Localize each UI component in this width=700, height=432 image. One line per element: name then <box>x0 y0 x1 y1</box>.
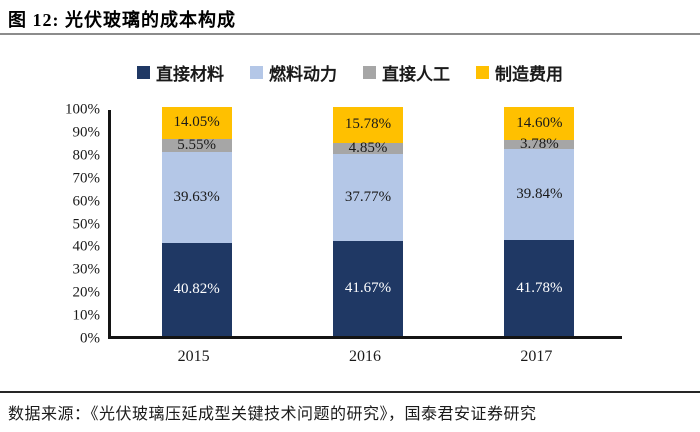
y-axis-tick: 60% <box>72 193 101 210</box>
bar-segment: 14.05% <box>161 106 232 140</box>
y-axis-tick: 70% <box>72 170 101 187</box>
y-axis-tick: 30% <box>72 261 101 278</box>
legend-item-1: 燃料动力 <box>250 60 337 85</box>
legend-swatch-icon <box>476 66 489 79</box>
y-axis-tick: 80% <box>72 147 101 164</box>
data-source-note: 数据来源：《光伏玻璃压延成型关键技术问题的研究》，国泰君安证券研究 <box>8 406 537 423</box>
bar-segment: 40.82% <box>161 242 232 336</box>
bar-segment: 14.60% <box>504 107 575 141</box>
legend-item-0: 直接材料 <box>137 60 224 85</box>
x-axis-tick: 2017 <box>520 348 553 365</box>
legend-label: 直接人工 <box>382 65 450 84</box>
stacked-bar-2017: 41.78% 39.84% 3.78% 14.60% <box>504 107 575 336</box>
y-axis: 100% 90% 80% 70% 60% 50% 40% 30% 20% 10% 0% <box>0 102 101 347</box>
y-axis-tick: 10% <box>72 307 101 324</box>
legend-label: 制造费用 <box>495 65 563 84</box>
bar-segment: 4.85% <box>333 140 403 156</box>
stacked-bar-2016: 41.67% 37.77% 4.85% 15.78% <box>333 106 403 336</box>
y-axis-tick: 0% <box>80 330 100 347</box>
y-axis-tick: 20% <box>72 284 101 301</box>
legend-item-3: 制造费用 <box>476 60 563 85</box>
footer-divider <box>0 391 700 393</box>
legend-item-2: 直接人工 <box>363 60 450 85</box>
figure-title: 图 12: 光伏玻璃的成本构成 <box>8 10 236 30</box>
legend-swatch-icon <box>363 66 376 79</box>
x-axis-tick: 2015 <box>177 348 210 365</box>
legend-label: 直接材料 <box>156 65 224 84</box>
bar-segment: 5.55% <box>161 137 232 153</box>
plot-area: 40.82% 39.63% 5.55% 14.05% 41.67% 37.77% 4.85%… <box>108 106 622 339</box>
chart-legend: 直接材料 燃料动力 直接人工 制造费用 <box>0 60 700 85</box>
bar-segment: 39.84% <box>504 149 575 241</box>
title-divider <box>0 33 700 35</box>
y-axis-tick: 90% <box>72 124 101 141</box>
legend-swatch-icon <box>137 66 150 79</box>
bar-segment: 39.63% <box>161 151 232 243</box>
bar-segment: 37.77% <box>333 154 403 241</box>
y-axis-tick: 50% <box>72 216 101 232</box>
legend-label: 燃料动力 <box>269 65 337 84</box>
bar-segment: 3.78% <box>504 136 575 152</box>
x-axis-tick: 2016 <box>349 348 381 365</box>
stacked-bar-2015: 40.82% 39.63% 5.55% 14.05% <box>161 106 232 336</box>
legend-swatch-icon <box>250 66 263 79</box>
y-axis-tick: 100% <box>65 101 100 118</box>
bar-segment: 15.78% <box>333 106 403 143</box>
bar-segment: 41.67% <box>333 240 403 336</box>
bar-segment: 41.78% <box>504 240 575 336</box>
y-axis-tick: 40% <box>72 238 101 255</box>
x-axis: 2015 2016 2017 <box>108 348 622 370</box>
